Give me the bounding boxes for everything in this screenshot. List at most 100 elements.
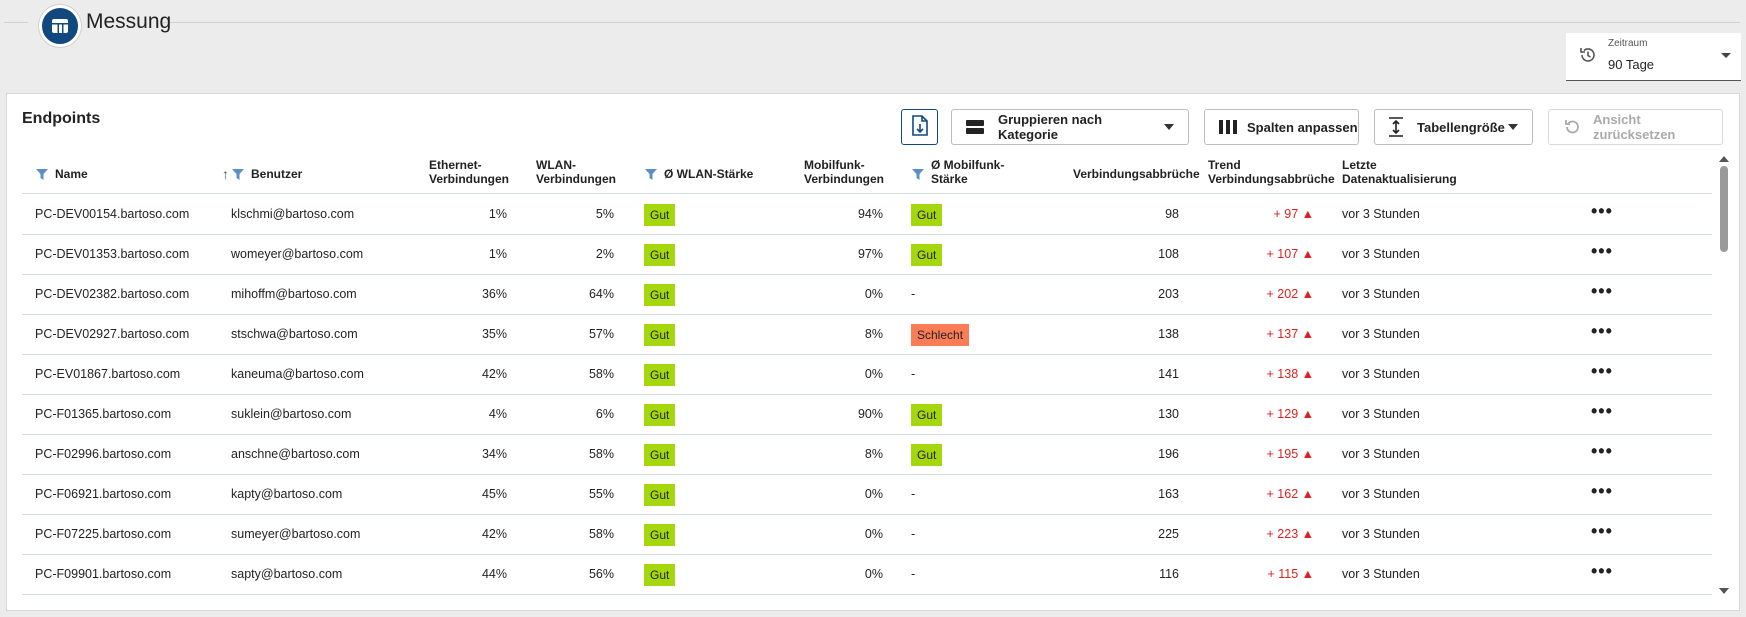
- column-header-trend-line2: Verbindungsabbrüche: [1208, 172, 1335, 186]
- table-row[interactable]: PC-F02996.bartoso.com anschne@bartoso.co…: [22, 435, 1712, 475]
- filter-icon[interactable]: [645, 169, 657, 180]
- table-row[interactable]: PC-DEV02927.bartoso.com stschwa@bartoso.…: [22, 315, 1712, 355]
- export-button[interactable]: [901, 109, 938, 145]
- table-row[interactable]: PC-F06921.bartoso.com kapty@bartoso.com …: [22, 475, 1712, 515]
- table-row[interactable]: PC-DEV01353.bartoso.com womeyer@bartoso.…: [22, 235, 1712, 275]
- reset-view-button[interactable]: Ansicht zurücksetzen: [1548, 109, 1723, 145]
- scroll-up-icon[interactable]: [1719, 156, 1729, 162]
- cell-mobilfunk-staerke: Gut: [911, 244, 943, 266]
- cell-wlan-staerke: Gut: [644, 284, 676, 306]
- arrow-up-icon[interactable]: ↑: [222, 166, 229, 182]
- cell-mobilfunk: 0%: [864, 487, 883, 501]
- cell-trend: + 202 ▲: [1266, 287, 1314, 301]
- scrollbar-thumb[interactable]: [1720, 166, 1728, 252]
- cell-mobilfunk: 0%: [864, 367, 883, 381]
- cell-wlan: 6%: [595, 407, 614, 421]
- column-header-wlan-staerke[interactable]: Ø WLAN-Stärke: [664, 167, 754, 181]
- more-horizontal-icon[interactable]: •••: [1591, 481, 1613, 501]
- filter-icon[interactable]: [36, 169, 48, 180]
- chevron-down-icon: [1508, 124, 1518, 130]
- cell-user: klschmi@bartoso.com: [231, 207, 355, 221]
- column-header-mobilfunk[interactable]: Mobilfunk- Verbindungen: [804, 158, 884, 186]
- cell-trend: + 129 ▲: [1266, 407, 1314, 421]
- cell-letzte-aktualisierung: vor 3 Stunden: [1342, 447, 1420, 461]
- table-row[interactable]: PC-F07225.bartoso.com sumeyer@bartoso.co…: [22, 515, 1712, 555]
- column-header-wlan-line1: WLAN-: [536, 158, 576, 172]
- filter-icon[interactable]: [912, 169, 924, 180]
- column-header-benutzer[interactable]: Benutzer: [251, 167, 303, 181]
- row-height-icon: [1389, 117, 1403, 137]
- cell-mobilfunk-staerke: -: [911, 527, 916, 541]
- cell-user: mihoffm@bartoso.com: [231, 287, 357, 301]
- cell-ethernet: 42%: [481, 367, 507, 381]
- column-header-mobilfunk-staerke[interactable]: Ø Mobilfunk- Stärke: [931, 158, 1004, 186]
- more-horizontal-icon[interactable]: •••: [1591, 561, 1613, 581]
- cell-ethernet: 1%: [488, 247, 507, 261]
- column-header-verbindungsabbrueche[interactable]: Verbindungsabbrüche: [1073, 167, 1200, 181]
- cell-letzte-aktualisierung: vor 3 Stunden: [1342, 567, 1420, 581]
- column-header-ethernet[interactable]: Ethernet- Verbindungen: [429, 158, 509, 186]
- zeitraum-value: 90 Tage: [1608, 57, 1655, 72]
- column-header-letzte-line2: Datenaktualisierung: [1342, 172, 1457, 186]
- table-row[interactable]: PC-F09901.bartoso.com sapty@bartoso.com …: [22, 555, 1712, 595]
- cell-wlan: 58%: [588, 527, 614, 541]
- table-row[interactable]: PC-EV01867.bartoso.com kaneuma@bartoso.c…: [22, 355, 1712, 395]
- cell-user: sumeyer@bartoso.com: [231, 527, 361, 541]
- cell-wlan-staerke: Gut: [644, 364, 676, 386]
- column-header-letzte-aktualisierung[interactable]: Letzte Datenaktualisierung: [1342, 158, 1457, 186]
- filter-icon[interactable]: [232, 169, 244, 180]
- more-horizontal-icon[interactable]: •••: [1591, 401, 1613, 421]
- endpoints-card: Endpoints Gruppieren nach Kategorie Spal…: [6, 93, 1740, 611]
- column-header-wlan-line2: Verbindungen: [536, 172, 617, 186]
- cell-trend: + 137 ▲: [1266, 327, 1314, 341]
- cell-wlan-staerke: Gut: [644, 404, 676, 426]
- cell-letzte-aktualisierung: vor 3 Stunden: [1342, 327, 1420, 341]
- table-size-button[interactable]: Tabellengröße: [1374, 109, 1533, 145]
- cell-letzte-aktualisierung: vor 3 Stunden: [1342, 367, 1420, 381]
- group-by-category-button[interactable]: Gruppieren nach Kategorie: [951, 109, 1189, 145]
- cell-wlan: 5%: [595, 207, 614, 221]
- cell-name: PC-F06921.bartoso.com: [35, 487, 172, 501]
- more-horizontal-icon[interactable]: •••: [1591, 281, 1613, 301]
- column-header-trend-line1: Trend: [1208, 158, 1241, 172]
- cell-name: PC-DEV00154.bartoso.com: [35, 207, 190, 221]
- more-horizontal-icon[interactable]: •••: [1591, 201, 1613, 221]
- more-horizontal-icon[interactable]: •••: [1591, 441, 1613, 461]
- cell-mobilfunk-staerke: Gut: [911, 404, 943, 426]
- adjust-columns-button[interactable]: Spalten anpassen: [1204, 109, 1359, 145]
- cell-wlan: 58%: [588, 447, 614, 461]
- column-header-trend[interactable]: Trend Verbindungsabbrüche: [1208, 158, 1335, 186]
- zeitraum-select[interactable]: Zeitraum 90 Tage: [1566, 33, 1741, 81]
- cell-wlan-staerke: Gut: [644, 444, 676, 466]
- cell-ethernet: 45%: [481, 487, 507, 501]
- cell-letzte-aktualisierung: vor 3 Stunden: [1342, 247, 1420, 261]
- cell-user: kaneuma@bartoso.com: [231, 367, 364, 381]
- table-body: PC-DEV00154.bartoso.com klschmi@bartoso.…: [22, 195, 1712, 595]
- cell-user: womeyer@bartoso.com: [231, 247, 364, 261]
- cell-mobilfunk: 90%: [857, 407, 883, 421]
- vertical-scrollbar[interactable]: [1719, 156, 1729, 594]
- column-header-wlan[interactable]: WLAN- Verbindungen: [536, 158, 616, 186]
- more-horizontal-icon[interactable]: •••: [1591, 321, 1613, 341]
- cell-verbindungsabbrueche: 203: [1158, 287, 1179, 301]
- cell-letzte-aktualisierung: vor 3 Stunden: [1342, 407, 1420, 421]
- cell-trend: + 97 ▲: [1273, 207, 1314, 221]
- more-horizontal-icon[interactable]: •••: [1591, 361, 1613, 381]
- table-row[interactable]: PC-DEV00154.bartoso.com klschmi@bartoso.…: [22, 195, 1712, 235]
- cell-verbindungsabbrueche: 163: [1158, 487, 1179, 501]
- more-horizontal-icon[interactable]: •••: [1591, 241, 1613, 261]
- table-row[interactable]: PC-DEV02382.bartoso.com mihoffm@bartoso.…: [22, 275, 1712, 315]
- chevron-down-icon: [1721, 53, 1731, 58]
- column-header-name[interactable]: Name: [55, 167, 88, 181]
- cell-ethernet: 1%: [488, 207, 507, 221]
- cell-mobilfunk-staerke: -: [911, 367, 916, 381]
- cell-wlan-staerke: Gut: [644, 484, 676, 506]
- cell-ethernet: 35%: [481, 327, 507, 341]
- cell-name: PC-F01365.bartoso.com: [35, 407, 172, 421]
- cell-letzte-aktualisierung: vor 3 Stunden: [1342, 487, 1420, 501]
- column-header-letzte-line1: Letzte: [1342, 158, 1377, 172]
- table-row[interactable]: PC-F01365.bartoso.com suklein@bartoso.co…: [22, 395, 1712, 435]
- cell-verbindungsabbrueche: 98: [1165, 207, 1179, 221]
- scroll-down-icon[interactable]: [1719, 588, 1729, 594]
- more-horizontal-icon[interactable]: •••: [1591, 521, 1613, 541]
